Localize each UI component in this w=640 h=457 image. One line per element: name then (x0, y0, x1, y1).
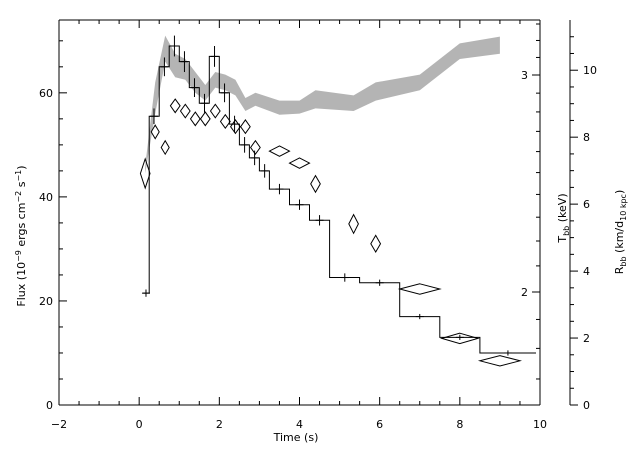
radius-band (145, 35, 500, 174)
temperature-diamond-8 (219, 113, 231, 130)
temperature-diamond-10 (239, 119, 251, 135)
x-tick-label-5: 8 (456, 418, 463, 431)
flux-error-bar-18 (415, 313, 424, 320)
flux-error-bar-15 (315, 215, 324, 226)
flux-histogram-layer (141, 35, 536, 356)
y-outer-tick-label-5: 10 (583, 64, 597, 77)
flux-error-bar-17 (375, 279, 384, 286)
flux-error-bar-4 (180, 51, 189, 73)
x-tick-label-2: 2 (216, 418, 223, 431)
x-tick-label-0: −2 (51, 418, 67, 431)
x-tick-label-1: 0 (136, 418, 143, 431)
y-outer-tick-label-0: 0 (583, 399, 590, 412)
right-inner-axis-label: Tbb (keV) (556, 193, 571, 243)
flux-error-bar-13 (275, 183, 284, 195)
y-left-tick-label-3: 60 (39, 87, 53, 100)
flux-error-bar-19 (455, 334, 464, 340)
temperature-diamonds-layer (139, 98, 522, 367)
y-outer-tick-label-2: 4 (583, 265, 590, 278)
left-axis-label: Flux (10−9 ergs cm−2 s−1) (14, 165, 28, 306)
temperature-diamond-13 (288, 157, 311, 169)
x-tick-label-3: 4 (296, 418, 303, 431)
flux-error-bar-8 (220, 83, 229, 103)
y-inner-tick-label-1: 3 (521, 69, 528, 82)
temperature-diamond-16 (370, 234, 382, 253)
y-left-tick-label-2: 40 (39, 191, 53, 204)
flux-error-bar-12 (260, 164, 269, 178)
temperature-diamond-19 (477, 355, 522, 367)
temperature-diamond-7 (209, 103, 221, 119)
temperature-diamond-18 (439, 332, 480, 345)
flux-error-bar-2 (160, 57, 169, 77)
temperature-diamond-12 (268, 145, 291, 157)
flux-error-bar-7 (210, 46, 219, 67)
temperature-diamond-1 (150, 124, 160, 140)
flux-error-bar-16 (340, 273, 349, 282)
x-tick-label-6: 10 (533, 418, 547, 431)
flux-error-bar-1 (149, 108, 158, 125)
y-left-tick-label-1: 20 (39, 295, 53, 308)
temperature-diamond-9 (229, 119, 241, 135)
temperature-diamond-6 (199, 111, 211, 127)
flux-error-bar-0 (141, 289, 150, 297)
y-left-tick-label-0: 0 (46, 399, 53, 412)
temperature-diamond-11 (249, 139, 261, 156)
flux-error-bar-20 (503, 350, 512, 356)
y-outer-tick-label-3: 6 (583, 198, 590, 211)
flux-error-bar-3 (170, 35, 179, 57)
x-axis-label: Time (s) (273, 431, 319, 444)
flux-error-bar-10 (240, 137, 249, 153)
temperature-diamond-3 (169, 98, 181, 114)
y-inner-tick-label-0: 2 (521, 286, 528, 299)
axes-layer: −2 0 2 4 6 8 10 0 20 40 60 2 3 0 2 4 6 8 10 (39, 19, 597, 431)
y-outer-tick-label-1: 2 (583, 332, 590, 345)
flux-error-bar-5 (190, 78, 199, 97)
temperature-diamond-4 (179, 103, 191, 119)
flux-error-bar-14 (295, 199, 304, 210)
temperature-diamond-15 (348, 213, 359, 235)
y-outer-tick-label-4: 8 (583, 131, 590, 144)
temperature-diamond-17 (397, 283, 442, 295)
x-tick-label-4: 6 (376, 418, 383, 431)
temperature-diamond-2 (160, 139, 170, 156)
radius-band-layer (145, 35, 500, 174)
temperature-diamond-0 (139, 157, 151, 190)
right-outer-axis-label: Rbb (km/d10 kpc) (613, 190, 628, 275)
flux-error-bar-6 (200, 93, 209, 113)
temperature-diamond-5 (189, 111, 201, 127)
temperature-diamond-14 (310, 174, 321, 194)
